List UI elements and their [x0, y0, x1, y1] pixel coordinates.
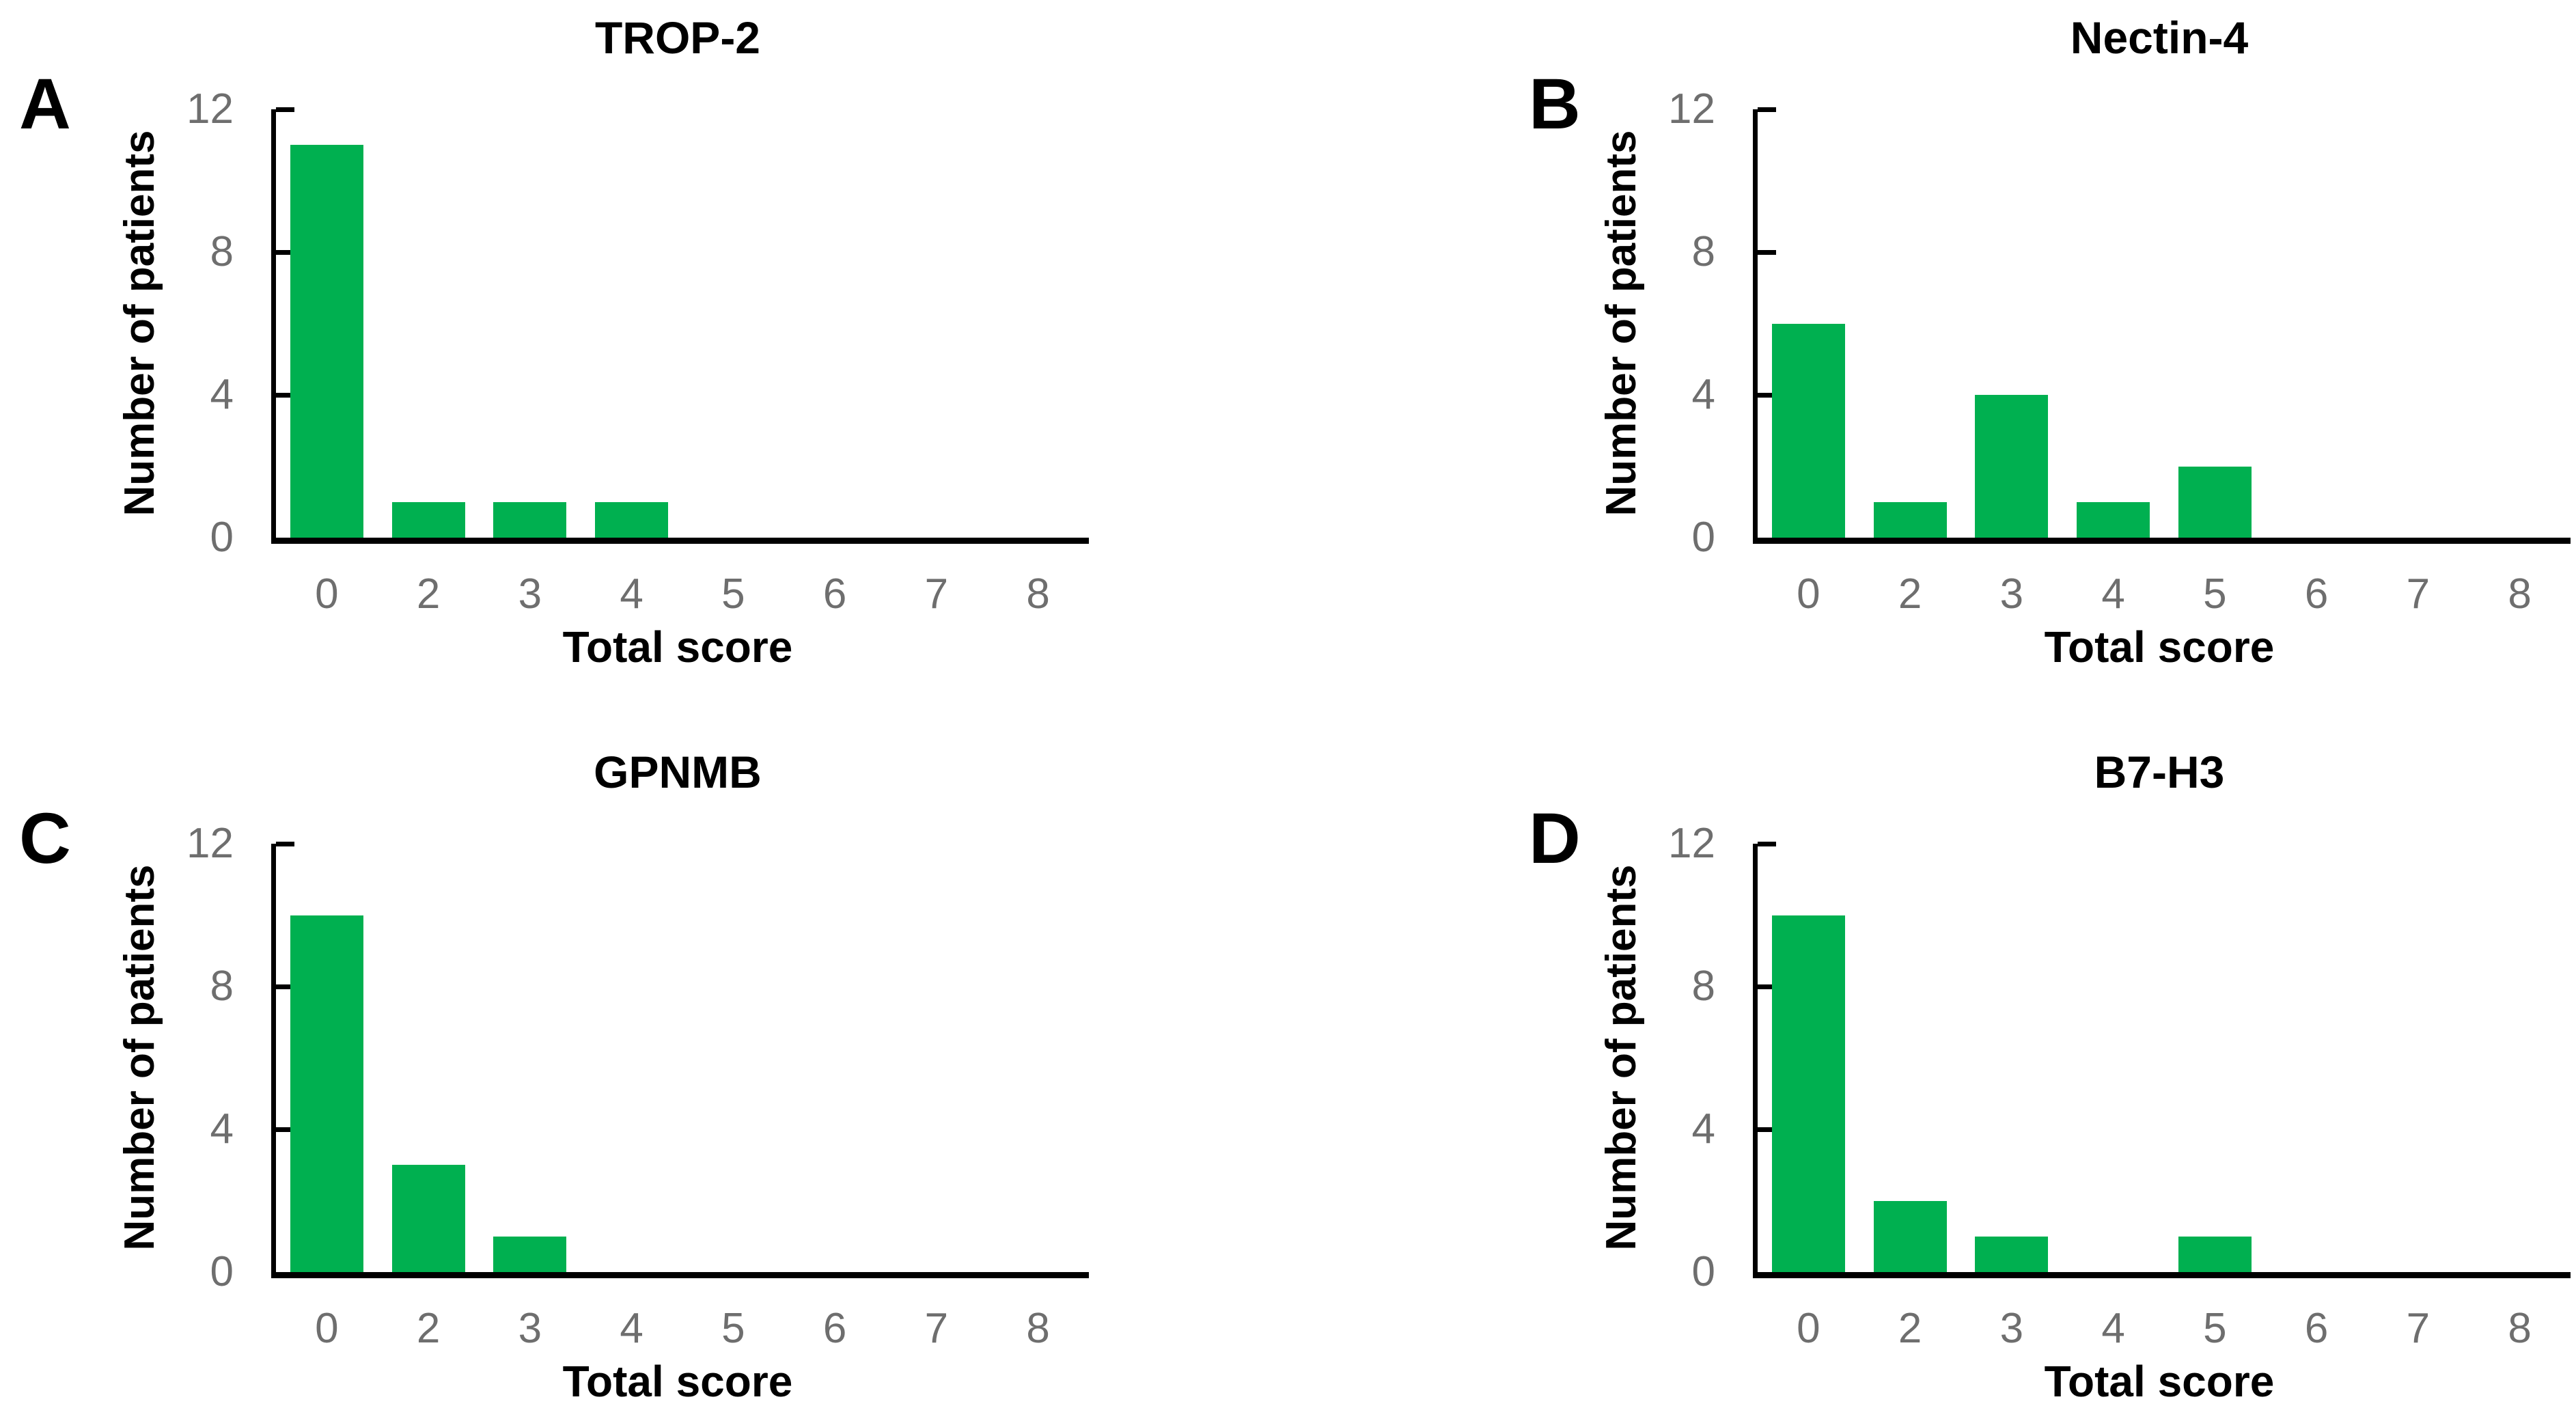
x-tick-label-7: 7	[2406, 1305, 2430, 1352]
x-tick-label-3: 3	[1999, 570, 2024, 618]
y-tick-label-0: 0	[1691, 1248, 1715, 1295]
x-tick-label-3: 3	[1999, 1305, 2024, 1352]
x-tick-label-0: 0	[315, 1305, 339, 1352]
panel-b7h3: D B7-H3 Number of patients 0 4 8 12 0 2 3 4 5 6 7 8…	[1288, 710, 2576, 1421]
panel-nectin4: B Nectin-4 Number of patients 0 4 8 12 0 2 3 4 5…	[1288, 0, 2576, 710]
x-tick-label-2: 2	[1898, 570, 1922, 618]
x-tick-label-0: 0	[1797, 1305, 1820, 1352]
bar-score-3	[493, 501, 567, 538]
x-tick-label-4: 4	[2101, 570, 2125, 618]
x-tick-label-2: 2	[1898, 1305, 1922, 1352]
plot-area: 0 4 8 12 0 2 3 4 5 6 7 8	[186, 820, 1089, 1350]
x-tick-label-8: 8	[1026, 570, 1050, 618]
y-tick-mark-8	[1758, 984, 1776, 989]
chart-title: TROP-2	[594, 12, 761, 63]
y-tick-label-8: 8	[210, 228, 234, 275]
y-tick-mark-4	[1758, 1127, 1776, 1132]
y-tick-label-8: 8	[210, 963, 234, 1010]
panel-letter: C	[19, 799, 71, 879]
plot-area: 0 4 8 12 0 2 3 4 5 6 7 8	[1668, 820, 2571, 1350]
x-tick-label-5: 5	[721, 1305, 745, 1352]
y-tick-mark-12	[1758, 841, 1776, 846]
x-tick-label-0: 0	[315, 570, 339, 618]
y-tick-mark-4	[1758, 392, 1776, 398]
y-tick-mark-12	[276, 107, 294, 112]
bar-score-0	[290, 915, 363, 1272]
x-axis-title: Total score	[562, 1357, 793, 1406]
x-axis-title: Total score	[562, 622, 793, 672]
y-tick-mark-8	[276, 249, 294, 255]
bar-score-3	[1975, 395, 2049, 538]
bar-score-4	[2077, 501, 2150, 538]
bar-score-4	[595, 501, 669, 538]
x-axis-title: Total score	[2044, 622, 2275, 672]
x-tick-label-3: 3	[518, 570, 542, 618]
bar-score-0	[1771, 915, 1845, 1272]
x-tick-label-8: 8	[2508, 570, 2532, 618]
bar-score-2	[1873, 501, 1947, 538]
x-tick-label-4: 4	[620, 570, 643, 618]
y-tick-mark-12	[1758, 107, 1776, 112]
panel-gpnmb: C GPNMB Number of patients 0 4 8 12 0 2 3 4 5 6 7 8…	[0, 710, 1288, 1421]
y-tick-label-0: 0	[210, 1248, 234, 1295]
x-tick-label-8: 8	[2508, 1305, 2532, 1352]
x-tick-label-8: 8	[1026, 1305, 1050, 1352]
chart-title: Nectin-4	[2070, 12, 2249, 63]
y-tick-label-12: 12	[186, 85, 234, 133]
bar-score-5	[2178, 1236, 2252, 1272]
x-tick-label-5: 5	[2203, 570, 2227, 618]
x-tick-label-7: 7	[924, 570, 949, 618]
x-tick-label-0: 0	[1797, 570, 1820, 618]
y-tick-mark-8	[1758, 249, 1776, 255]
x-tick-label-7: 7	[924, 1305, 949, 1352]
y-tick-label-4: 4	[1691, 1105, 1715, 1153]
x-tick-label-2: 2	[416, 570, 441, 618]
y-tick-mark-4	[276, 1127, 294, 1132]
bar-score-2	[1873, 1200, 1947, 1272]
x-tick-label-4: 4	[620, 1305, 643, 1352]
x-tick-label-4: 4	[2101, 1305, 2125, 1352]
y-tick-label-12: 12	[1668, 820, 1715, 867]
y-tick-mark-8	[276, 984, 294, 989]
y-tick-label-8: 8	[1691, 963, 1715, 1010]
y-tick-label-12: 12	[186, 820, 234, 867]
panel-letter: B	[1529, 64, 1581, 144]
x-tick-label-5: 5	[721, 570, 745, 618]
x-tick-label-6: 6	[2304, 1305, 2329, 1352]
x-tick-label-3: 3	[518, 1305, 542, 1352]
x-axis-title: Total score	[2044, 1357, 2275, 1406]
panel-trop2: A TROP-2 Number of patients 0 4 8 12 0 2 3 4 5 6 7…	[0, 0, 1288, 710]
x-tick-label-5: 5	[2203, 1305, 2227, 1352]
y-axis-title: Number of patients	[116, 864, 163, 1251]
x-tick-label-6: 6	[2304, 570, 2329, 618]
bar-score-2	[391, 1165, 465, 1272]
plot-area: 0 4 8 12 0 2 3 4 5 6 7 8	[186, 85, 1089, 616]
y-tick-mark-12	[276, 841, 294, 846]
y-tick-label-8: 8	[1691, 228, 1715, 275]
bar-score-3	[1975, 1236, 2049, 1272]
bar-score-5	[2178, 466, 2252, 538]
x-tick-label-7: 7	[2406, 570, 2430, 618]
x-tick-label-6: 6	[822, 570, 847, 618]
y-tick-label-0: 0	[1691, 514, 1715, 561]
panel-letter: A	[19, 64, 71, 144]
x-tick-label-2: 2	[416, 1305, 441, 1352]
panel-letter: D	[1529, 799, 1581, 879]
bar-score-2	[391, 501, 465, 538]
y-tick-label-12: 12	[1668, 85, 1715, 133]
y-tick-label-4: 4	[210, 1105, 234, 1153]
bar-score-0	[1771, 323, 1845, 538]
chart-title: GPNMB	[594, 747, 762, 797]
plot-area: 0 4 8 12 0 2 3 4 5 6 7 8	[1668, 85, 2571, 616]
chart-title: B7-H3	[2094, 747, 2225, 797]
bar-score-3	[493, 1236, 567, 1272]
y-tick-mark-4	[276, 392, 294, 398]
bar-score-0	[290, 145, 363, 538]
y-tick-label-4: 4	[210, 371, 234, 418]
x-tick-label-6: 6	[822, 1305, 847, 1352]
y-tick-label-4: 4	[1691, 371, 1715, 418]
y-tick-label-0: 0	[210, 514, 234, 561]
y-axis-title: Number of patients	[1598, 864, 1645, 1251]
